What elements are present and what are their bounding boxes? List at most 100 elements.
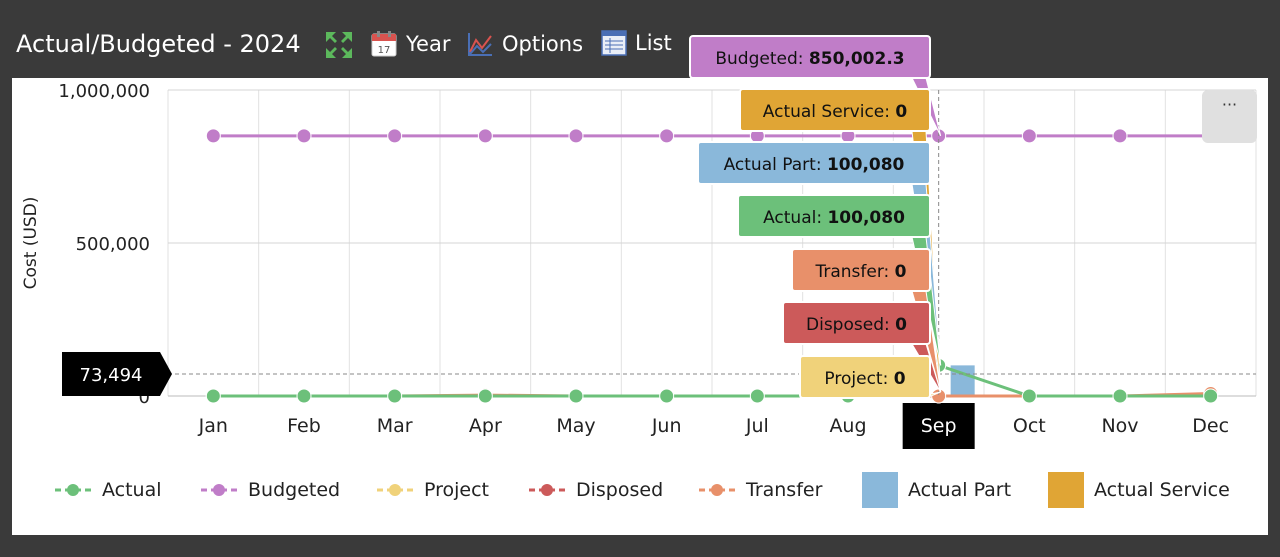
tooltip-text: Actual Part: 100,080 <box>724 155 905 175</box>
data-point-actual[interactable] <box>387 388 403 404</box>
data-point-budgeted[interactable] <box>1112 128 1128 144</box>
x-tick-highlight <box>902 403 975 449</box>
legend-label: Project <box>424 479 490 501</box>
data-point-actual[interactable] <box>205 388 221 404</box>
data-point-actual[interactable] <box>659 388 675 404</box>
tooltip-label: Budgeted: <box>715 49 809 69</box>
x-tick-label: Mar <box>377 415 413 437</box>
tooltip-value: 850,002.3 <box>809 49 905 69</box>
crosshair-y-label-box <box>62 352 172 396</box>
x-tick-label: Jun <box>651 415 682 437</box>
x-tick-label: Oct <box>1013 415 1046 437</box>
x-tick-label: Sep <box>921 415 957 437</box>
data-point-actual[interactable] <box>1203 388 1219 404</box>
chart-header: Actual/Budgeted - 2024 17 Year <box>0 0 1280 78</box>
fullscreen-button[interactable] <box>324 30 354 60</box>
tooltip-value: 0 <box>895 262 907 282</box>
data-point-budgeted[interactable] <box>659 128 675 144</box>
tooltip-box <box>697 141 931 185</box>
legend-item-disposed[interactable]: Disposed <box>528 472 663 508</box>
legend-item-actual[interactable]: Actual <box>54 472 162 508</box>
legend-swatch <box>529 484 565 496</box>
legend-swatch <box>1048 472 1084 508</box>
legend-label: Actual <box>102 479 162 501</box>
x-tick-label: Nov <box>1101 415 1138 437</box>
tooltip-text: Budgeted: 850,002.3 <box>715 49 904 69</box>
fullscreen-icon <box>324 30 354 60</box>
tooltip-text: Transfer: 0 <box>814 262 906 282</box>
calendar-icon: 17 <box>370 30 398 58</box>
data-point-budgeted[interactable] <box>568 128 584 144</box>
list-icon <box>601 30 627 56</box>
tooltip-label: Project: <box>824 369 893 389</box>
chart-panel <box>12 78 1268 535</box>
tooltip-text: Actual: 100,080 <box>763 208 905 228</box>
year-button[interactable]: 17 Year <box>370 30 450 58</box>
data-point-budgeted[interactable] <box>477 128 493 144</box>
tooltip-value: 100,080 <box>827 155 905 175</box>
x-tick-label: Jan <box>198 415 228 437</box>
list-label: List <box>635 31 672 55</box>
legend-item-transfer[interactable]: Transfer <box>698 472 822 508</box>
data-point-actual[interactable] <box>477 388 493 404</box>
tooltip-value: 0 <box>895 102 907 122</box>
chart-menu-button[interactable]: ··· <box>1202 90 1257 143</box>
chart-options-icon <box>466 30 494 58</box>
legend-item-actual-part[interactable]: Actual Part <box>862 472 1011 508</box>
legend-label: Disposed <box>576 479 664 501</box>
data-point-budgeted[interactable] <box>296 128 312 144</box>
year-label: Year <box>406 32 451 56</box>
x-tick-label: Apr <box>469 415 502 437</box>
tooltip-label: Transfer: <box>814 262 894 282</box>
y-tick-label: 1,000,000 <box>58 81 150 102</box>
data-point-actual[interactable] <box>1112 388 1128 404</box>
y-tick-label: 0 <box>139 387 150 408</box>
list-button[interactable]: List <box>601 30 672 56</box>
x-tick-label: Jul <box>745 415 769 437</box>
legend-swatch <box>201 484 237 496</box>
data-point-budgeted[interactable] <box>1021 128 1037 144</box>
tooltip-box <box>791 248 931 292</box>
tooltip-value: 0 <box>895 315 907 335</box>
legend-item-project[interactable]: Project <box>376 472 489 508</box>
tooltip-box <box>799 355 931 399</box>
crosshair-y-label: 73,494 <box>80 365 143 386</box>
tooltip-label: Disposed: <box>806 315 895 335</box>
chart-title: Actual/Budgeted - 2024 <box>16 30 301 58</box>
legend-swatch <box>377 484 413 496</box>
series-line-actual <box>213 363 1211 398</box>
legend-label: Actual Service <box>1094 479 1230 501</box>
tooltip-value: 0 <box>894 369 906 389</box>
svg-text:17: 17 <box>378 45 391 56</box>
data-point-actual[interactable] <box>296 388 312 404</box>
tooltip-value: 100,080 <box>827 208 905 228</box>
x-tick-label: Dec <box>1192 415 1229 437</box>
tooltip-box <box>782 301 931 345</box>
data-point-actual[interactable] <box>1021 388 1037 404</box>
tooltip-label: Actual: <box>763 208 827 228</box>
options-button[interactable]: Options <box>466 30 583 58</box>
legend-label: Transfer <box>746 479 823 501</box>
tooltip-label: Actual Service: <box>763 102 896 122</box>
x-tick-label: Aug <box>829 415 866 437</box>
x-tick-label: Feb <box>287 415 321 437</box>
tooltip-label: Actual Part: <box>724 155 827 175</box>
legend-swatch <box>55 484 91 496</box>
data-point-budgeted[interactable] <box>205 128 221 144</box>
legend-label: Budgeted <box>248 479 341 501</box>
tooltip-box <box>737 194 931 238</box>
y-axis-title: Cost (USD) <box>21 197 41 290</box>
tooltip-box <box>689 35 931 79</box>
legend-item-actual-service[interactable]: Actual Service <box>1048 472 1230 508</box>
tooltip-text: Project: 0 <box>824 369 905 389</box>
legend-item-budgeted[interactable]: Budgeted <box>200 472 340 508</box>
tooltip-box <box>739 88 931 132</box>
legend-swatch <box>699 484 735 496</box>
data-point-actual[interactable] <box>568 388 584 404</box>
data-point-budgeted[interactable] <box>387 128 403 144</box>
data-point-actual[interactable] <box>749 388 765 404</box>
tooltip-text: Actual Service: 0 <box>763 102 908 122</box>
y-tick-label: 500,000 <box>76 234 150 255</box>
legend-label: Actual Part <box>908 479 1012 501</box>
